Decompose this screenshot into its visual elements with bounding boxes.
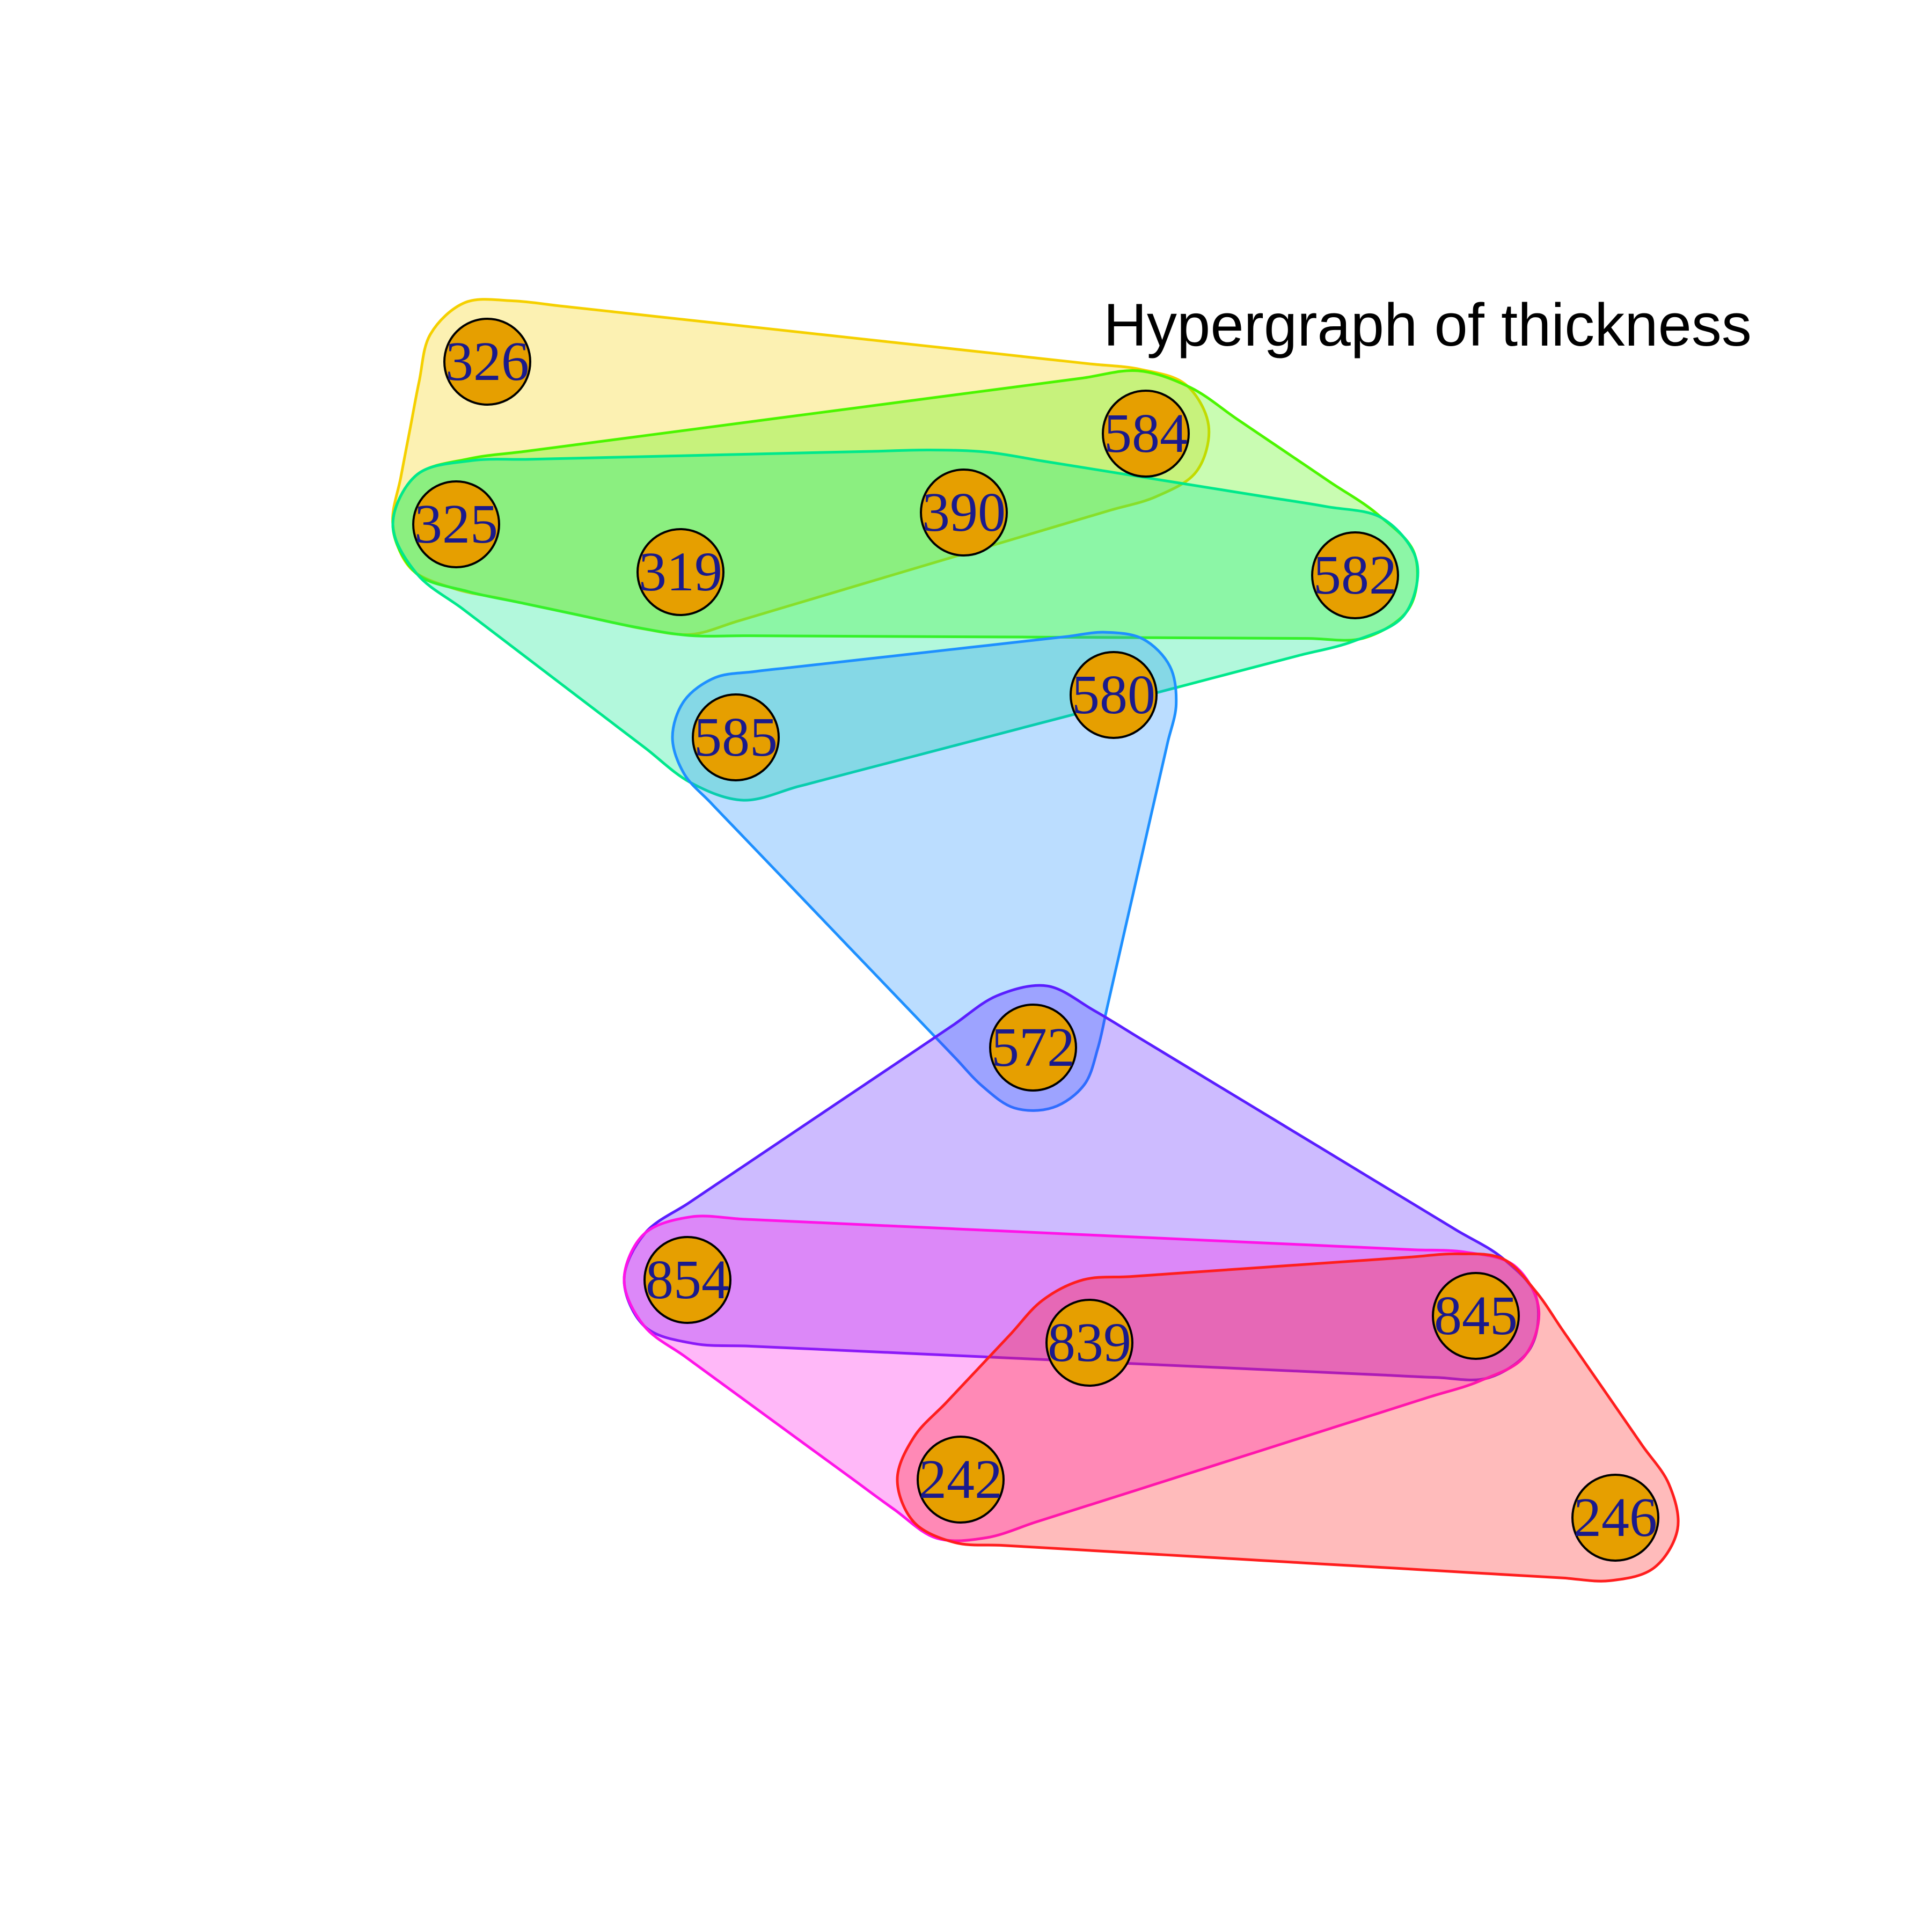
node-845: 845 bbox=[1432, 1272, 1520, 1360]
node-circle bbox=[920, 469, 1008, 557]
node-label: 854 bbox=[646, 1249, 729, 1311]
hyperedge-3 bbox=[391, 448, 1419, 802]
node-label: 572 bbox=[991, 1016, 1075, 1078]
node-319: 319 bbox=[636, 528, 724, 616]
plot-title: Hypergraph of thickness bbox=[1103, 291, 1752, 358]
hyperedge-4 bbox=[671, 631, 1178, 1112]
node-circle bbox=[1432, 1272, 1520, 1360]
node-246: 246 bbox=[1571, 1474, 1659, 1562]
node-242: 242 bbox=[917, 1436, 1005, 1524]
node-label: 325 bbox=[414, 493, 498, 555]
node-circle bbox=[1045, 1299, 1133, 1387]
node-circle bbox=[636, 528, 724, 616]
node-circle bbox=[643, 1236, 731, 1324]
node-label: 246 bbox=[1574, 1487, 1657, 1548]
node-circle bbox=[443, 318, 531, 406]
node-label: 390 bbox=[922, 481, 1006, 543]
node-circle bbox=[1311, 531, 1399, 619]
node-854: 854 bbox=[643, 1236, 731, 1324]
node-label: 242 bbox=[919, 1448, 1002, 1510]
node-572: 572 bbox=[989, 1004, 1077, 1092]
node-390: 390 bbox=[920, 469, 1008, 557]
node-circle bbox=[1102, 390, 1190, 478]
node-circle bbox=[1571, 1474, 1659, 1562]
node-839: 839 bbox=[1045, 1299, 1133, 1387]
node-circle bbox=[412, 480, 500, 568]
node-circle bbox=[692, 693, 780, 781]
node-layer: 326 584 325 390 319 582 580 585 572 854 845 839 242 2… bbox=[412, 318, 1659, 1562]
node-584: 584 bbox=[1102, 390, 1190, 478]
node-580: 580 bbox=[1070, 651, 1158, 739]
node-label: 582 bbox=[1313, 544, 1397, 606]
node-label: 326 bbox=[445, 331, 529, 392]
node-label: 580 bbox=[1072, 664, 1155, 726]
node-circle bbox=[1070, 651, 1158, 739]
node-582: 582 bbox=[1311, 531, 1399, 619]
node-label: 584 bbox=[1104, 402, 1188, 464]
node-label: 585 bbox=[694, 706, 778, 768]
node-circle bbox=[917, 1436, 1005, 1524]
hyperedge-layer bbox=[391, 298, 1680, 1583]
node-circle bbox=[989, 1004, 1077, 1092]
node-585: 585 bbox=[692, 693, 780, 781]
node-label: 845 bbox=[1434, 1285, 1518, 1346]
node-label: 319 bbox=[639, 541, 722, 603]
node-326: 326 bbox=[443, 318, 531, 406]
node-label: 839 bbox=[1048, 1312, 1131, 1373]
node-325: 325 bbox=[412, 480, 500, 568]
